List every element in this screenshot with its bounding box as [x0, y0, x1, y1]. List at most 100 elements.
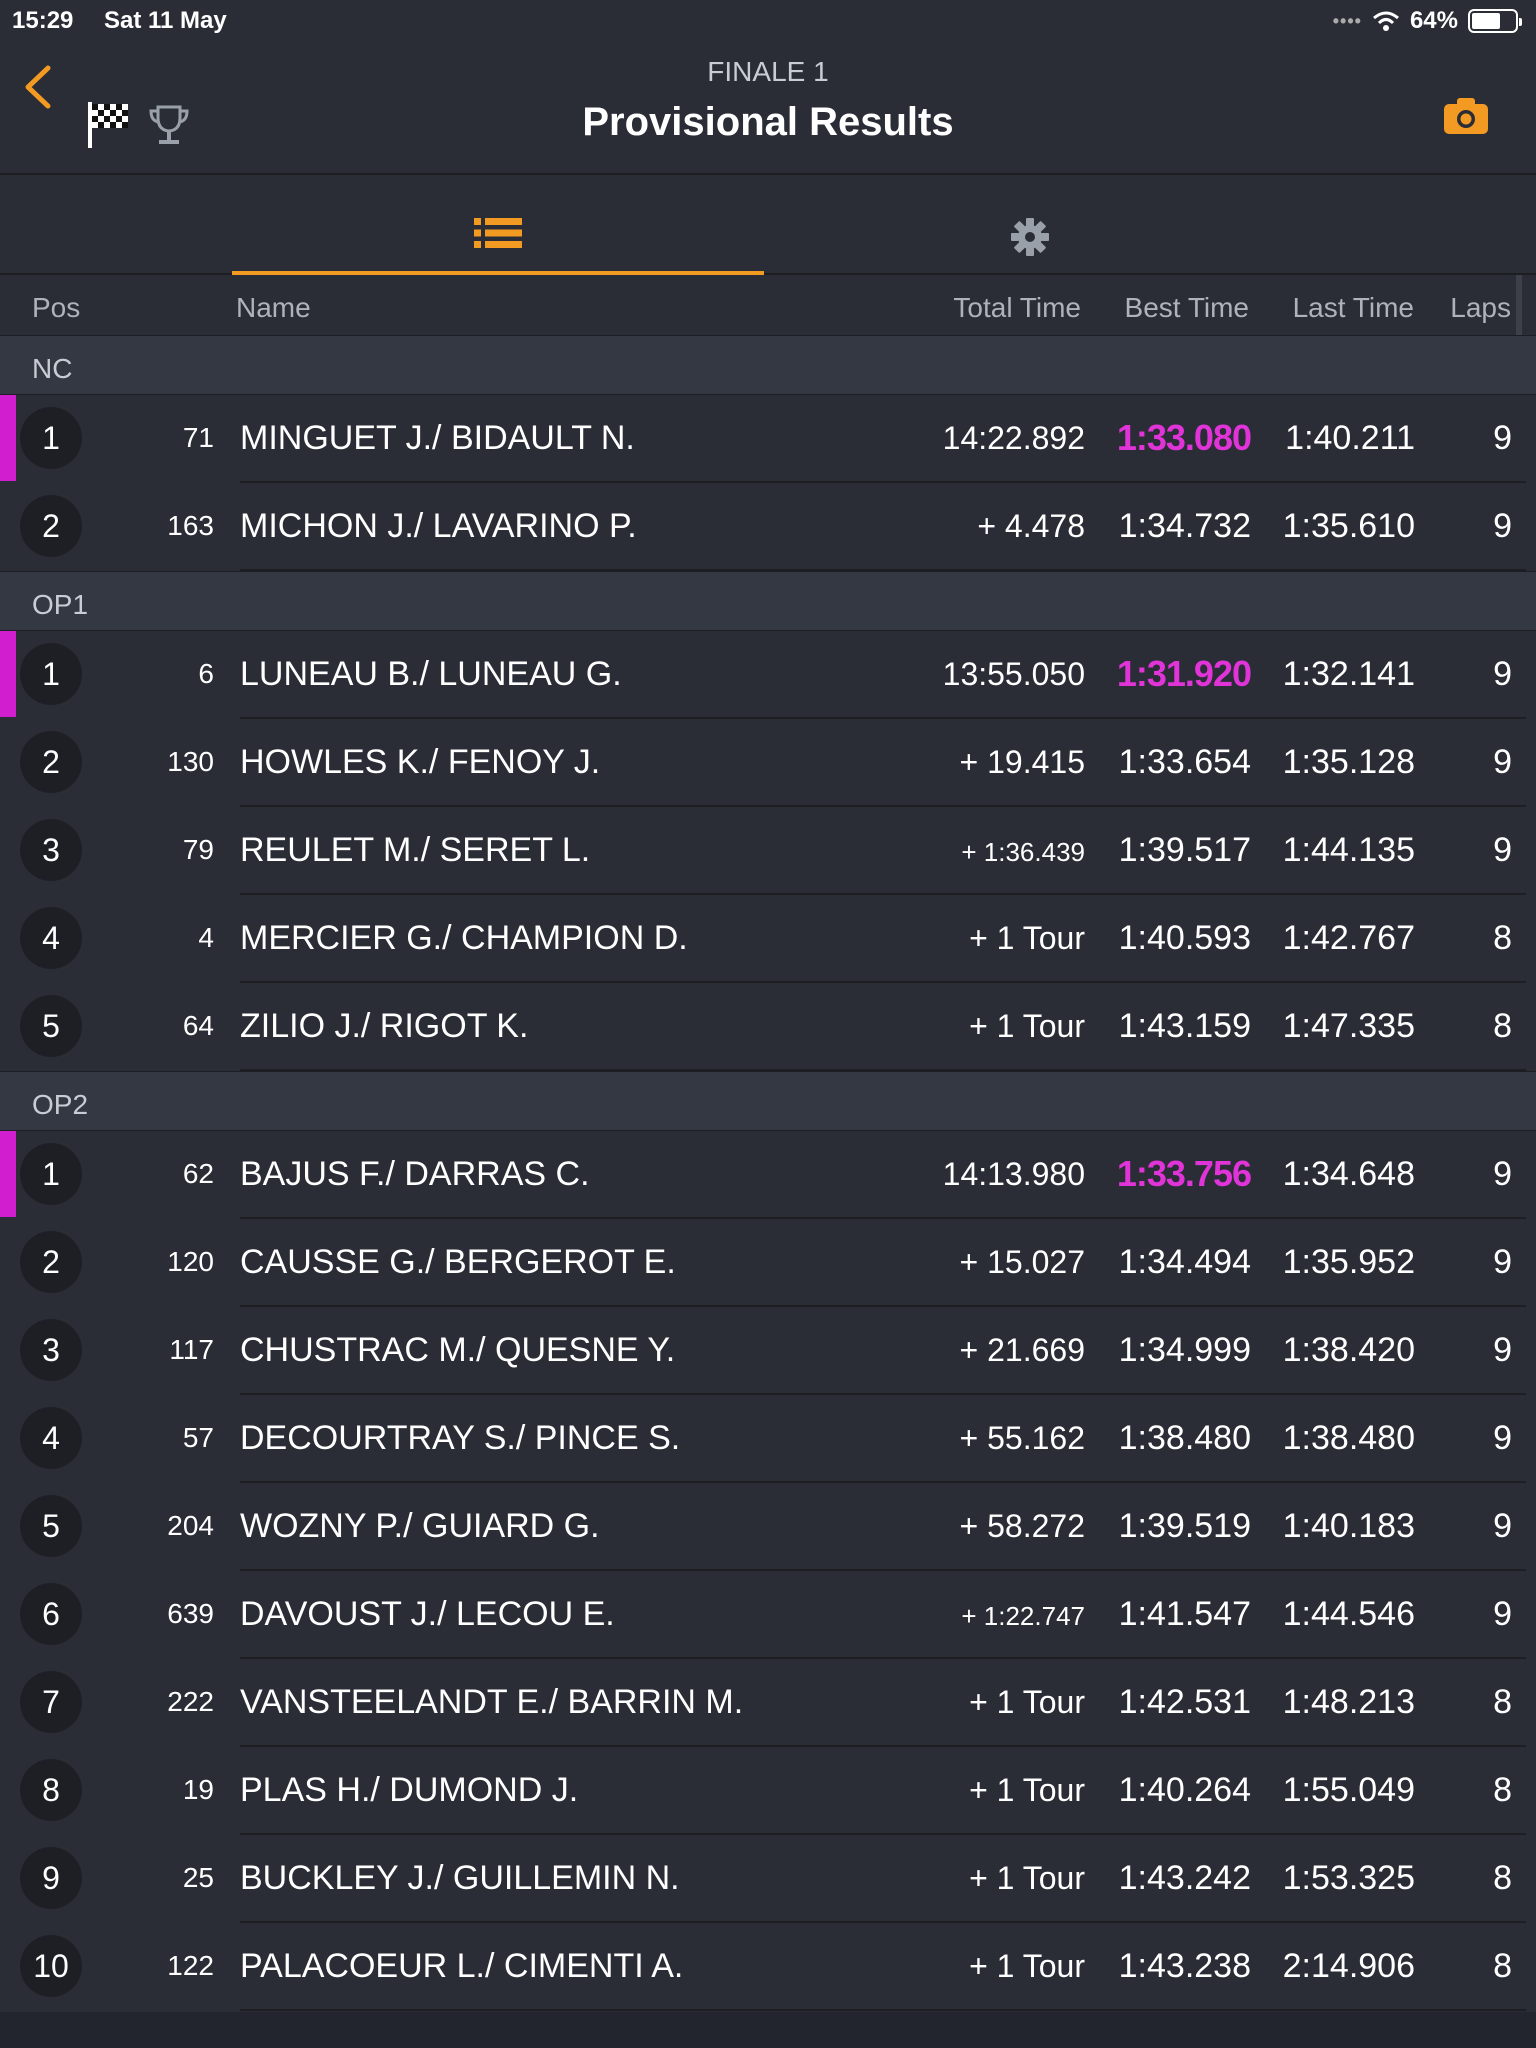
total-time: + 1 Tour	[969, 1860, 1085, 1896]
position-badge: 1	[20, 643, 82, 705]
result-row[interactable]: 1 62 BAJUS F./ DARRAS C. 14:13.980 1:33.756 1…	[0, 1131, 1526, 1219]
position-badge: 1	[20, 1143, 82, 1205]
bottom-bar	[0, 2012, 1536, 2048]
best-time: 1:43.242	[1118, 1859, 1251, 1897]
camera-icon[interactable]	[1444, 98, 1488, 134]
result-row[interactable]: 7 222 VANSTEELANDT E./ BARRIN M. + 1 Tour 1:…	[0, 1659, 1526, 1747]
best-time: 1:43.159	[1118, 1007, 1251, 1045]
best-time: 1:39.517	[1118, 831, 1251, 869]
last-time: 1:55.049	[1282, 1771, 1415, 1809]
column-name[interactable]: Name	[236, 292, 311, 323]
total-time: + 15.027	[959, 1244, 1085, 1280]
position-badge: 5	[20, 995, 82, 1057]
result-row[interactable]: 9 25 BUCKLEY J./ GUILLEMIN N. + 1 Tour 1:43.…	[0, 1835, 1526, 1923]
car-number: 6	[198, 658, 214, 689]
driver-names: BAJUS F./ DARRAS C.	[240, 1155, 590, 1193]
car-number: 25	[182, 1862, 214, 1893]
row-divider	[240, 1481, 1526, 1483]
total-time: 14:22.892	[942, 420, 1085, 456]
result-row[interactable]: 5 64 ZILIO J./ RIGOT K. + 1 Tour 1:43.159 1:4…	[0, 983, 1526, 1071]
laps-count: 9	[1493, 743, 1512, 781]
class-section-header: OP2	[0, 1071, 1536, 1131]
list-icon	[474, 218, 522, 248]
trophy-icon[interactable]	[148, 104, 190, 148]
laps-count: 8	[1493, 1007, 1512, 1045]
column-pos[interactable]: Pos	[32, 292, 81, 323]
best-time: 1:41.547	[1118, 1595, 1251, 1633]
total-time: + 1 Tour	[969, 1008, 1085, 1044]
row-divider	[240, 1569, 1526, 1571]
column-best-time[interactable]: Best Time	[1124, 292, 1249, 323]
gear-icon	[1011, 218, 1049, 256]
result-row[interactable]: 2 130 HOWLES K./ FENOY J. + 19.415 1:33.654 1…	[0, 719, 1526, 807]
position-badge: 4	[20, 1407, 82, 1469]
driver-names: MERCIER G./ CHAMPION D.	[240, 919, 688, 957]
total-time: + 1 Tour	[969, 1948, 1085, 1984]
result-row[interactable]: 6 639 DAVOUST J./ LECOU E. + 1:22.747 1:41.5…	[0, 1571, 1526, 1659]
total-time: + 1:22.747	[961, 1601, 1085, 1631]
driver-names: REULET M./ SERET L.	[240, 831, 591, 869]
result-row[interactable]: 2 120 CAUSSE G./ BERGEROT E. + 15.027 1:34.4…	[0, 1219, 1526, 1307]
checkered-flag-icon[interactable]	[86, 100, 130, 148]
car-number: 204	[167, 1510, 214, 1541]
back-icon[interactable]	[18, 62, 58, 112]
driver-names: ZILIO J./ RIGOT K.	[240, 1007, 529, 1045]
position-badge: 4	[20, 907, 82, 969]
class-section-label: OP2	[32, 1089, 89, 1120]
row-divider	[240, 981, 1526, 983]
driver-names: PLAS H./ DUMOND J.	[240, 1771, 579, 1809]
result-row[interactable]: 1 71 MINGUET J./ BIDAULT N. 14:22.892 1:33.0…	[0, 395, 1526, 483]
total-time: + 4.478	[977, 508, 1085, 544]
status-date: Sat 11 May	[104, 7, 227, 34]
car-number: 4	[198, 922, 214, 953]
result-row[interactable]: 10 122 PALACOEUR L./ CIMENTI A. + 1 Tour 1:4…	[0, 1923, 1526, 2011]
best-time: 1:42.531	[1118, 1683, 1251, 1721]
class-section-label: OP1	[32, 589, 89, 620]
tab-settings[interactable]	[764, 175, 1296, 275]
result-row[interactable]: 2 163 MICHON J./ LAVARINO P. + 4.478 1:34.73…	[0, 483, 1526, 571]
total-time: + 1:36.439	[961, 837, 1085, 867]
last-time: 1:35.610	[1282, 507, 1415, 545]
result-row[interactable]: 8 19 PLAS H./ DUMOND J. + 1 Tour 1:40.264 1:5…	[0, 1747, 1526, 1835]
position-badge: 2	[20, 495, 82, 557]
result-row[interactable]: 3 117 CHUSTRAC M./ QUESNE Y. + 21.669 1:34.9…	[0, 1307, 1526, 1395]
position-badge: 5	[20, 1495, 82, 1557]
driver-names: BUCKLEY J./ GUILLEMIN N.	[240, 1859, 680, 1897]
column-last-time[interactable]: Last Time	[1292, 292, 1414, 323]
total-time: + 19.415	[959, 744, 1085, 780]
row-divider	[240, 481, 1526, 483]
result-row[interactable]: 4 57 DECOURTRAY S./ PINCE S. + 55.162 1:38.4…	[0, 1395, 1526, 1483]
fastest-lap-marker	[0, 1131, 16, 1217]
total-time: 13:55.050	[942, 656, 1085, 692]
row-divider	[240, 1069, 1526, 1071]
column-total-time[interactable]: Total Time	[953, 292, 1081, 323]
driver-names: CHUSTRAC M./ QUESNE Y.	[240, 1331, 676, 1369]
position-badge: 6	[20, 1583, 82, 1645]
wifi-icon	[1372, 11, 1399, 31]
last-time: 1:40.183	[1282, 1507, 1415, 1545]
best-time: 1:33.654	[1118, 743, 1251, 781]
last-time: 1:40.211	[1285, 419, 1415, 457]
scrollbar[interactable]	[1516, 275, 1522, 335]
tab-results-list[interactable]	[232, 175, 764, 275]
column-laps[interactable]: Laps	[1450, 292, 1511, 323]
result-row[interactable]: 1 6 LUNEAU B./ LUNEAU G. 13:55.050 1:31.920 1…	[0, 631, 1526, 719]
driver-names: MINGUET J./ BIDAULT N.	[240, 419, 635, 457]
car-number: 57	[182, 1422, 214, 1453]
last-time: 1:38.480	[1282, 1419, 1415, 1457]
driver-names: WOZNY P./ GUIARD G.	[240, 1507, 600, 1545]
result-row[interactable]: 3 79 REULET M./ SERET L. + 1:36.439 1:39.517…	[0, 807, 1526, 895]
position-badge: 7	[20, 1671, 82, 1733]
result-row[interactable]: 4 4 MERCIER G./ CHAMPION D. + 1 Tour 1:40.59…	[0, 895, 1526, 983]
total-time: + 21.669	[959, 1332, 1085, 1368]
laps-count: 9	[1493, 831, 1512, 869]
class-section-header: NC	[0, 335, 1536, 395]
last-time: 1:35.128	[1282, 743, 1415, 781]
row-divider	[240, 1745, 1526, 1747]
laps-count: 9	[1493, 419, 1512, 457]
best-time: 1:39.519	[1118, 1507, 1251, 1545]
result-row[interactable]: 5 204 WOZNY P./ GUIARD G. + 58.272 1:39.519 1…	[0, 1483, 1526, 1571]
laps-count: 8	[1493, 1683, 1512, 1721]
driver-names: DECOURTRAY S./ PINCE S.	[240, 1419, 681, 1457]
laps-count: 9	[1493, 1507, 1512, 1545]
